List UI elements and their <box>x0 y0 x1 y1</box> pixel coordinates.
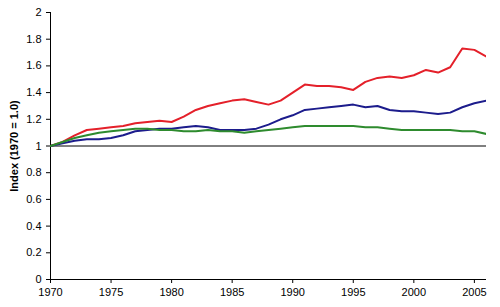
svg-text:1980: 1980 <box>159 286 183 298</box>
svg-text:0.6: 0.6 <box>26 193 41 205</box>
svg-text:1975: 1975 <box>99 286 123 298</box>
svg-text:1985: 1985 <box>220 286 244 298</box>
svg-text:0.2: 0.2 <box>26 246 41 258</box>
svg-text:2005: 2005 <box>462 286 486 298</box>
svg-text:1.4: 1.4 <box>26 86 41 98</box>
svg-text:1.2: 1.2 <box>26 113 41 125</box>
svg-text:2000: 2000 <box>402 286 426 298</box>
svg-text:1: 1 <box>35 140 41 152</box>
svg-text:1995: 1995 <box>341 286 365 298</box>
svg-text:2: 2 <box>35 6 41 18</box>
svg-text:0.8: 0.8 <box>26 166 41 178</box>
svg-text:1.8: 1.8 <box>26 33 41 45</box>
svg-text:1990: 1990 <box>280 286 304 298</box>
svg-text:1.6: 1.6 <box>26 59 41 71</box>
svg-text:1970: 1970 <box>38 286 62 298</box>
svg-text:Index (1970 = 1.0): Index (1970 = 1.0) <box>8 100 20 192</box>
svg-text:0: 0 <box>35 273 41 285</box>
svg-text:0.4: 0.4 <box>26 220 41 232</box>
